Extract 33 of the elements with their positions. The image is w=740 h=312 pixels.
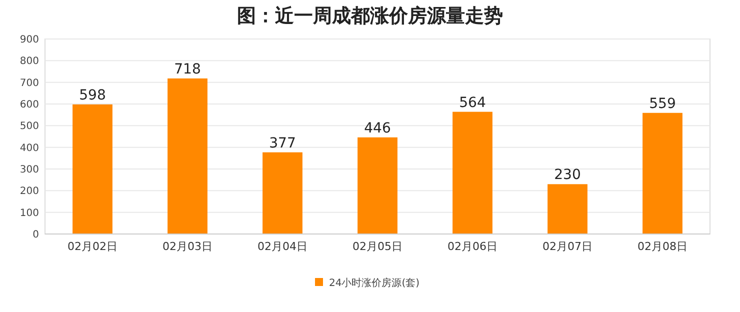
- bar: [642, 112, 682, 234]
- bar: [262, 152, 302, 234]
- y-tick-label: 600: [20, 100, 39, 110]
- legend-label: 24小时涨价房源(套): [329, 277, 420, 289]
- y-tick-label: 300: [20, 164, 39, 176]
- data-label: 230: [554, 167, 581, 184]
- y-tick-label: 800: [20, 56, 39, 68]
- x-tick-label: 02月06日: [448, 240, 498, 253]
- x-tick-label: 02月08日: [638, 240, 688, 253]
- y-tick-label: 100: [20, 208, 39, 219]
- y-tick-label: 0: [32, 230, 39, 240]
- x-tick-label: 02月02日: [68, 240, 118, 253]
- x-tick-label: 02月03日: [162, 240, 212, 253]
- bar: [548, 184, 588, 234]
- chart-title: 图：近一周成都涨价房源量走势: [237, 5, 503, 27]
- bar: [72, 104, 112, 234]
- y-tick-label: 200: [20, 186, 39, 198]
- x-tick-label: 02月07日: [542, 240, 592, 253]
- data-label: 564: [459, 94, 486, 111]
- data-label: 377: [269, 135, 296, 152]
- x-tick-label: 02月05日: [352, 240, 402, 253]
- y-tick-label: 400: [20, 142, 39, 154]
- bar: [358, 137, 398, 234]
- y-tick-label: 700: [20, 78, 39, 89]
- y-tick-label: 900: [20, 34, 39, 46]
- bar: [452, 112, 492, 234]
- bar: [168, 78, 208, 234]
- data-label: 446: [364, 120, 391, 136]
- y-tick-label: 500: [20, 121, 39, 132]
- x-tick-label: 02月04日: [258, 240, 308, 253]
- data-label: 718: [174, 61, 201, 78]
- data-label: 598: [79, 87, 106, 104]
- data-label: 559: [649, 96, 676, 112]
